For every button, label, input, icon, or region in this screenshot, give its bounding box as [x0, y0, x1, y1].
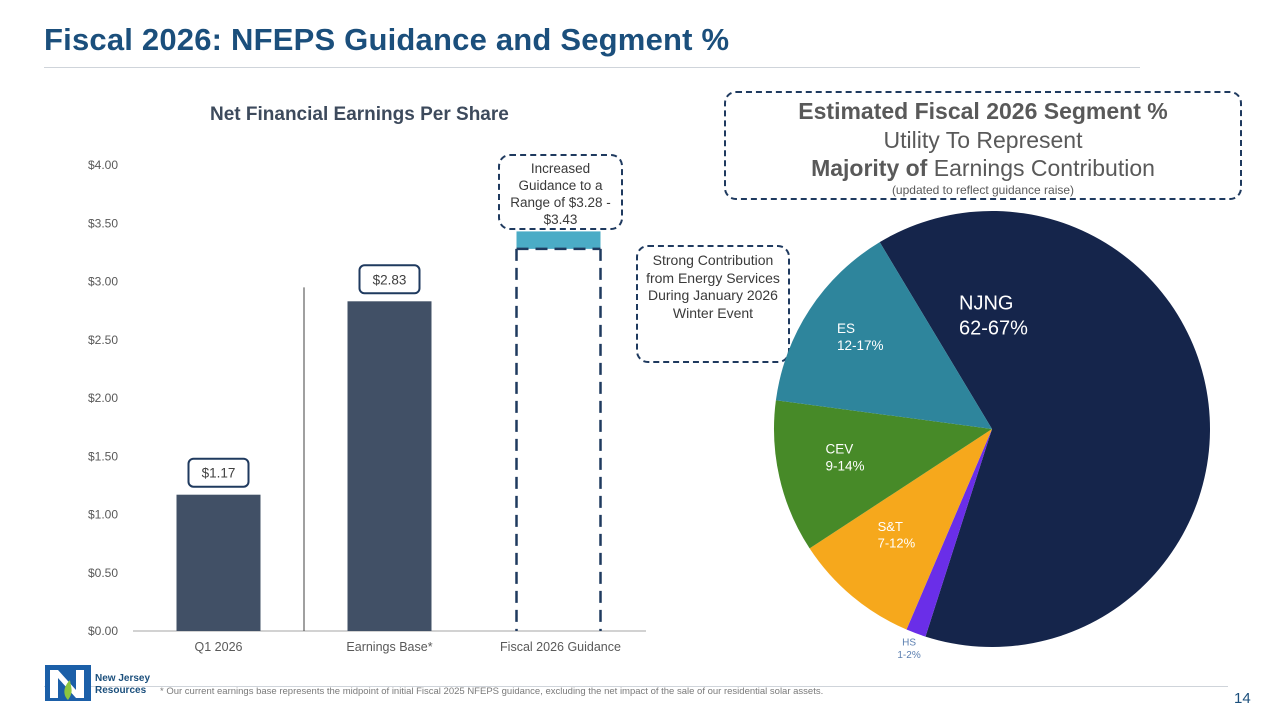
footnote: * Our current earnings base represents t… [160, 686, 824, 697]
pie-label-range: 12-17% [837, 338, 884, 353]
segment-summary-box: Estimated Fiscal 2026 Segment % Utility … [724, 91, 1242, 200]
x-tick-label: Fiscal 2026 Guidance [500, 640, 621, 654]
guidance-callout: Increased Guidance to a Range of $3.28 -… [498, 154, 623, 230]
pie-slice-cev [774, 400, 992, 549]
pie-label-name: ES [837, 321, 855, 336]
bar-chart: $0.00 $0.50 $1.00 $1.50 $2.00 $2.50 $3.00 $3.50… [88, 158, 646, 654]
pie-label-name: NJNG [959, 293, 1013, 315]
pie-label-name: CEV [825, 441, 853, 456]
pie-slice-hs [906, 429, 992, 637]
y-tick-label: $2.50 [88, 333, 118, 347]
company-logo: New Jersey Resources [45, 665, 150, 701]
pie-label-name: S&T [878, 519, 903, 534]
y-tick-label: $3.50 [88, 216, 118, 230]
pie-slice-njng [879, 211, 1210, 647]
segment-box-line3: Majority of Earnings Contribution [726, 154, 1240, 182]
segment-box-note: (updated to reflect guidance raise) [891, 183, 1075, 197]
data-label: $1.17 [202, 466, 236, 481]
data-label: $2.83 [373, 272, 407, 287]
slide-title: Fiscal 2026: NFEPS Guidance and Segment … [44, 22, 730, 57]
y-tick-label: $0.00 [88, 624, 118, 638]
title-divider [44, 67, 1140, 68]
y-tick-label: $1.00 [88, 508, 118, 522]
pie-slice-es [775, 242, 992, 429]
data-label-box [187, 457, 250, 488]
segment-box-heading: Estimated Fiscal 2026 Segment % [798, 98, 1168, 124]
bar-0 [176, 494, 261, 631]
segment-box-line2: Utility To Represent [883, 127, 1083, 153]
footer-divider [44, 686, 1228, 687]
x-tick-label: Earnings Base* [346, 640, 432, 654]
pie-slice-sandt [809, 429, 992, 630]
x-tick-label: Q1 2026 [195, 640, 243, 654]
y-tick-label: $3.00 [88, 275, 118, 289]
data-label-box [358, 264, 421, 295]
bar-1 [347, 301, 432, 631]
pie-label-range: 9-14% [825, 458, 864, 473]
pie-label-range: 62-67% [959, 318, 1028, 340]
page-number: 14 [1234, 690, 1251, 707]
bar-chart-title: Net Financial Earnings Per Share [210, 104, 509, 125]
y-tick-label: $2.00 [88, 391, 118, 405]
segment-pie-chart: NJNG 62-67% HS 1-2% S&T7-12% CEV 9-14% ES 12-17% [774, 211, 1210, 661]
pie-label-name: HS [902, 637, 916, 648]
energy-services-callout: Strong Contribution from Energy Services… [636, 245, 790, 363]
y-tick-label: $0.50 [88, 566, 118, 580]
logo-text-line2: Resources [95, 685, 147, 696]
logo-mark-icon [45, 665, 91, 701]
segment-box-line3-rest: Earnings Contribution [927, 155, 1155, 181]
segment-box-line3-bold: Majority of [811, 155, 928, 181]
logo-text-line1: New Jersey [95, 673, 150, 684]
guidance-range-bar [516, 231, 601, 249]
pie-label-range: 7-12% [878, 535, 916, 550]
pie-label-range: 1-2% [897, 650, 920, 661]
y-tick-label: $1.50 [88, 449, 118, 463]
y-tick-label: $4.00 [88, 158, 118, 172]
